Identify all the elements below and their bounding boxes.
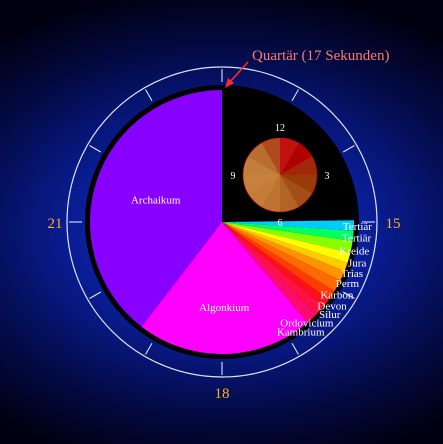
clock-label-bottom: 18 xyxy=(215,386,230,402)
inset-wedge xyxy=(280,175,313,208)
inset-wedge xyxy=(280,142,313,175)
slice-label-archaikum: Archaikum xyxy=(131,194,181,206)
slice-ordovicium xyxy=(222,222,324,315)
clock-tick xyxy=(342,291,355,299)
inset-wedge xyxy=(243,156,280,175)
slice-label-karbon: Karbon xyxy=(320,289,353,301)
clock-tick xyxy=(89,291,102,299)
slice-label-tertiaer: Tertiär xyxy=(342,233,371,245)
slice-label-trias: Trias xyxy=(341,268,363,280)
inset-wedge xyxy=(261,175,280,212)
clock-tick xyxy=(145,342,153,355)
slice-trias xyxy=(222,222,348,271)
slice-labels: Archaikum Algonkium KambriumOrdoviciumSilu… xyxy=(131,194,372,338)
clock-label-right: 15 xyxy=(386,216,401,232)
slice-devon xyxy=(222,222,335,300)
inset-wedge xyxy=(280,156,317,175)
quartaer-callout-label: Quartär (17 Sekunden) xyxy=(252,48,389,64)
slice-label-silur: Silur xyxy=(319,309,341,321)
inset-wedge xyxy=(280,175,317,194)
inset-wedge xyxy=(280,175,299,212)
slice-label-jura: Jura xyxy=(348,258,366,270)
inset-label-9: 9 xyxy=(231,171,236,182)
slice-karbon xyxy=(222,222,341,291)
slice-archaikum xyxy=(90,90,222,327)
clock-tick xyxy=(342,145,355,153)
slice-label-tertiaer: Tertiär xyxy=(343,221,372,233)
clock-ticks xyxy=(69,69,375,375)
quartaer-callout-arrow xyxy=(228,61,249,84)
clock-tick xyxy=(291,89,299,102)
slice-label-kreide: Kreide xyxy=(339,245,369,257)
clock-label-left: 21 xyxy=(48,216,63,232)
slice-label-perm: Perm xyxy=(336,278,360,290)
slice-tertiaer xyxy=(222,220,354,231)
inset-wedge xyxy=(247,142,280,175)
slice-label-kambrium: Kambrium xyxy=(277,326,325,338)
clock-tick xyxy=(89,145,102,153)
slice-tertiaer xyxy=(222,222,354,241)
slice-kambrium xyxy=(222,222,317,323)
inset-border xyxy=(242,137,318,213)
inset-wedge xyxy=(261,138,280,175)
inset-wedge xyxy=(247,175,280,208)
slice-label-ordovicium: Ordovicium xyxy=(280,317,334,329)
quartaer-callout-arrowhead xyxy=(225,78,234,88)
inset-wedge xyxy=(243,175,280,194)
slice-label-algonkium: Algonkium xyxy=(199,302,250,314)
inset-label-3: 3 xyxy=(325,171,330,182)
clock-tick xyxy=(291,342,299,355)
slice-kreide xyxy=(222,222,353,253)
inset-wedge xyxy=(280,138,299,175)
clock-outer-ring xyxy=(66,66,378,378)
inset-clock: 12 3 6 9 xyxy=(231,123,330,229)
clock-tick xyxy=(145,89,153,102)
pie-slices xyxy=(90,90,354,354)
slice-perm xyxy=(222,222,345,281)
slice-label-devon: Devon xyxy=(317,300,347,312)
inset-label-6: 6 xyxy=(278,218,283,229)
slice-jura xyxy=(222,222,351,263)
slice-silur xyxy=(222,222,329,307)
inset-label-12: 12 xyxy=(275,123,285,134)
slice-algonkium xyxy=(141,222,308,354)
